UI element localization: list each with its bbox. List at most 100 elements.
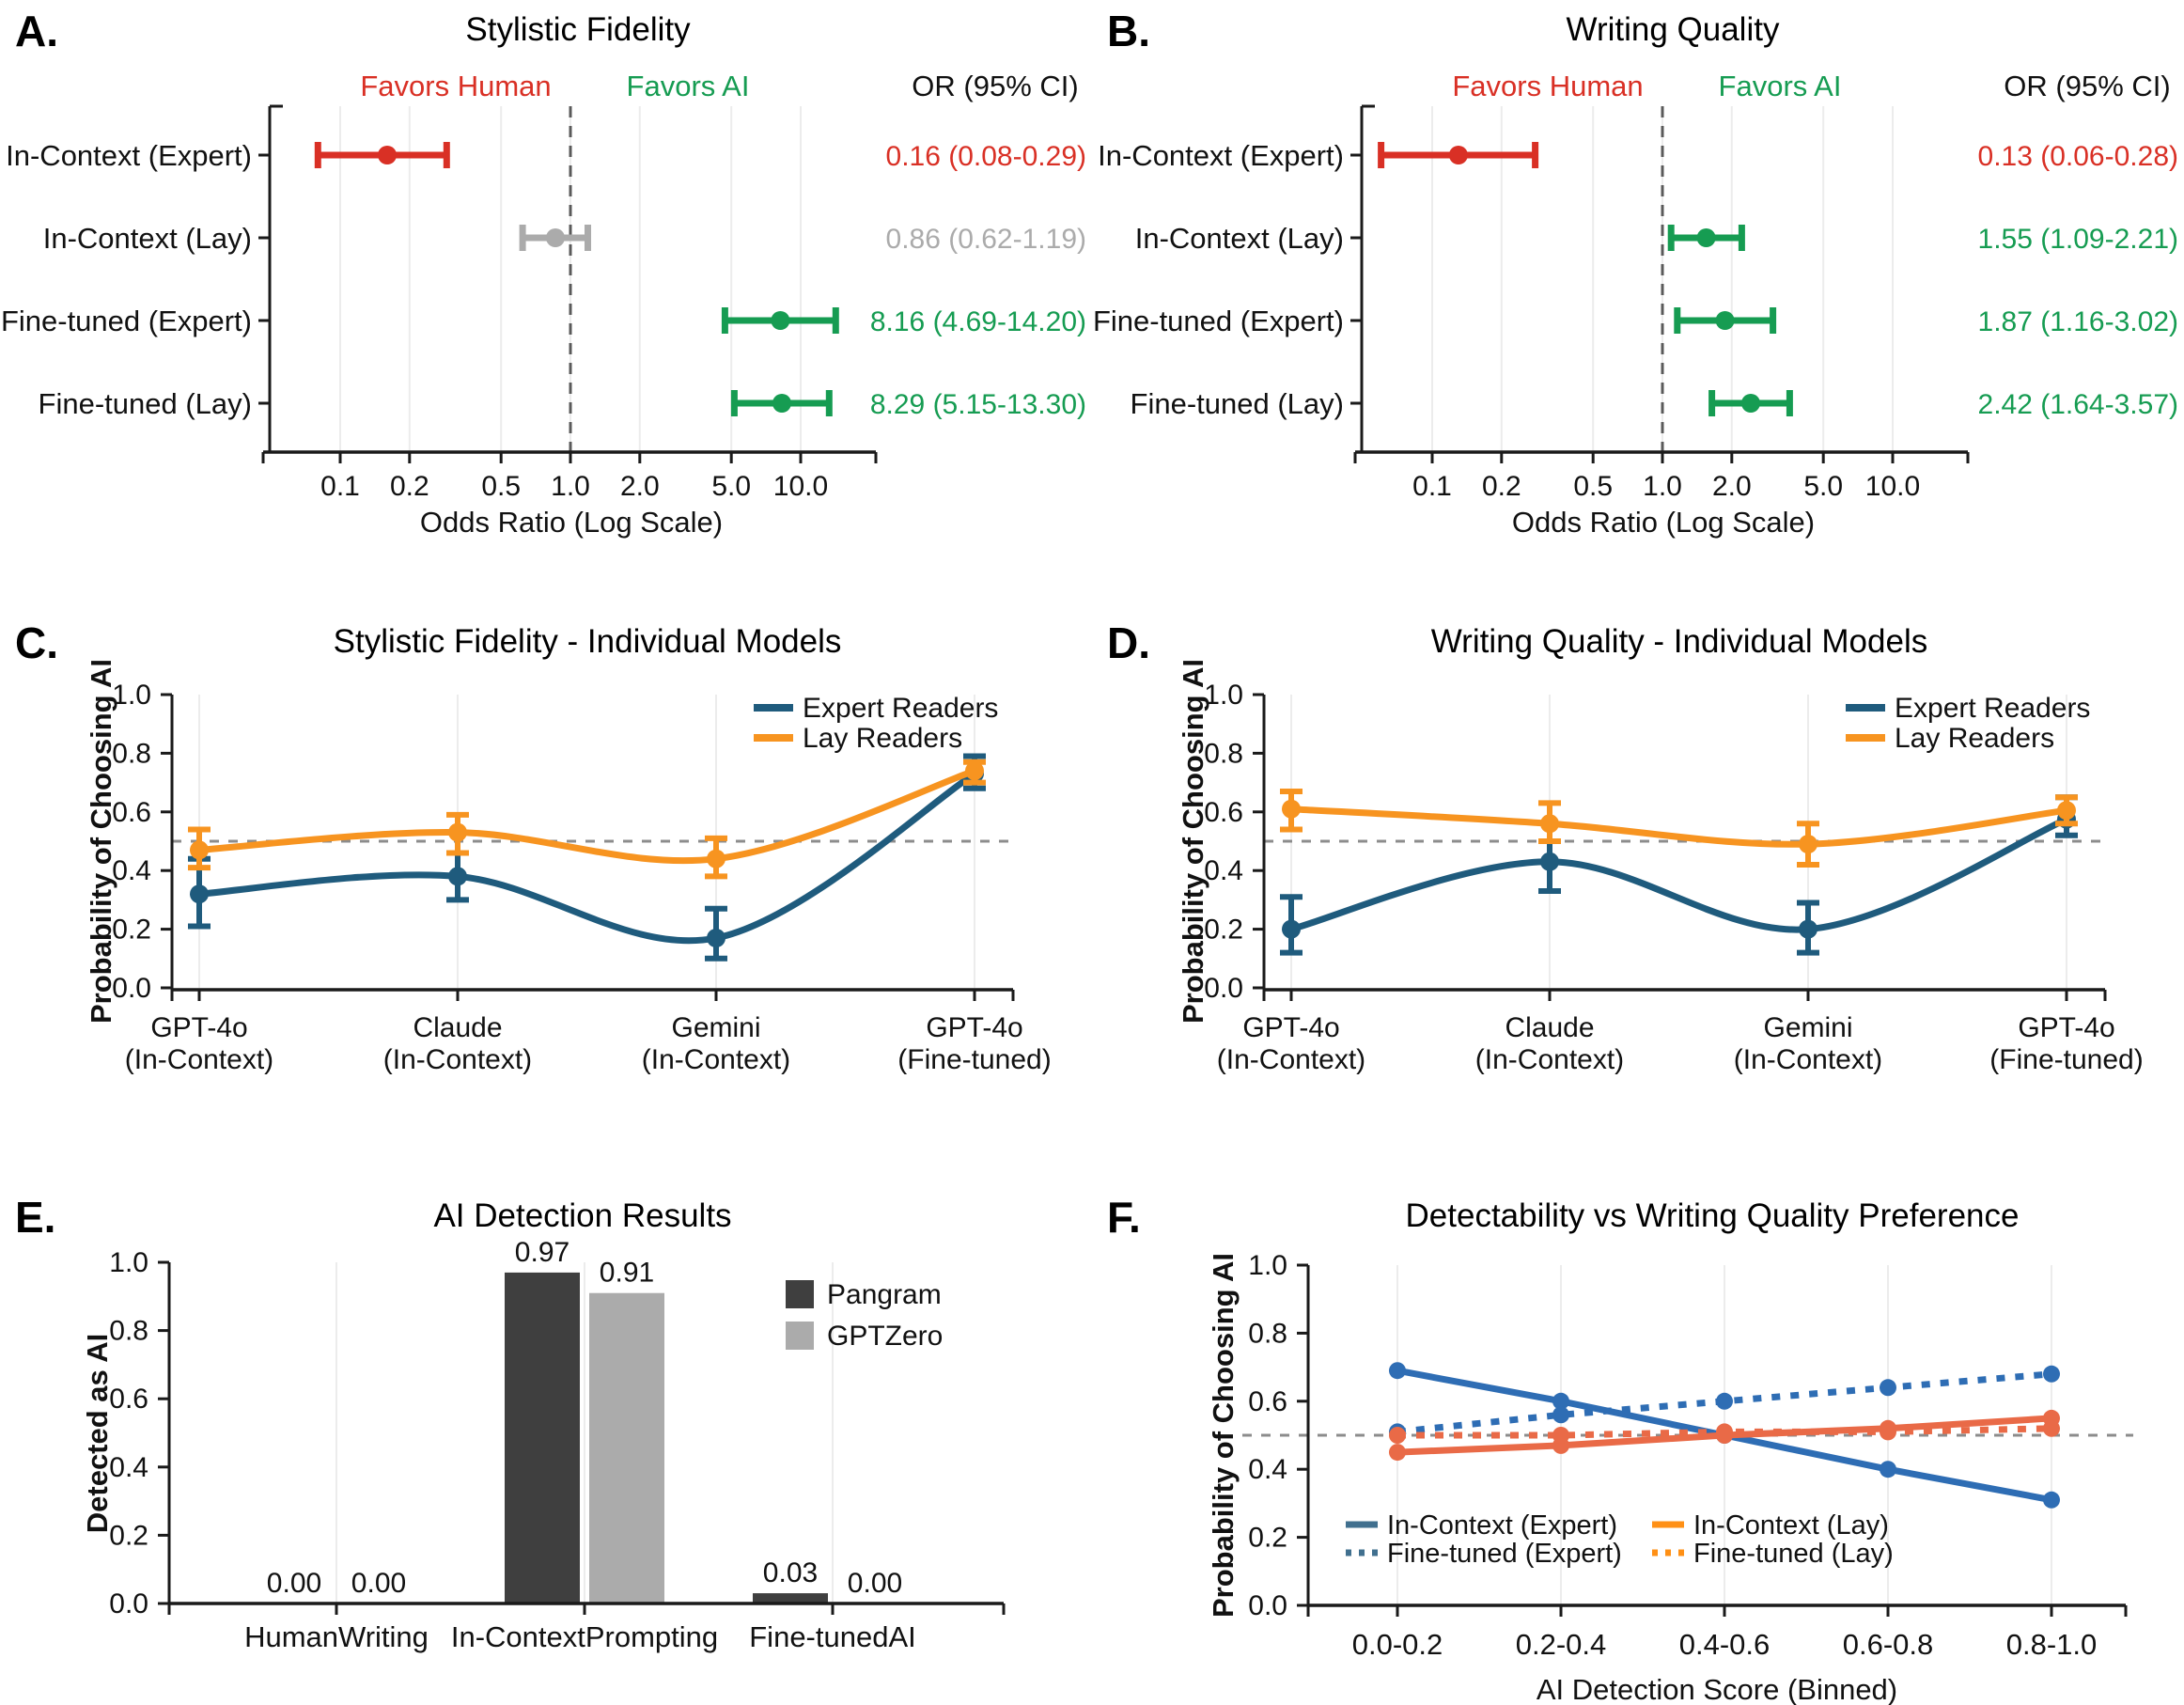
- data-point: [1540, 852, 1559, 871]
- x-tick-label: 2.0: [620, 471, 660, 502]
- legend-label: Lay Readers: [803, 723, 962, 754]
- panel-d: 0.0 0.2 0.4 0.6 0.8 1.0 GPT-4o (In-Context) Clau…: [1092, 569, 2184, 1137]
- panel-f: 0.0 0.2 0.4 0.6 0.8 1.0 0.0-0.2 0.2-0.4 0.4-0.6 0…: [1092, 1137, 2184, 1705]
- x-tick-label-line2: (Fine-tuned): [897, 1044, 1051, 1075]
- x-tick-label-line2: (Fine-tuned): [1989, 1044, 2143, 1075]
- bar-value-label: 0.00: [848, 1568, 902, 1599]
- row-label: Fine-tuned (Expert): [1093, 305, 1344, 337]
- data-point: [1282, 919, 1301, 939]
- or-point: [772, 394, 791, 413]
- or-header: OR (95% CI): [2004, 70, 2170, 102]
- series-line: [195, 770, 978, 945]
- legend-swatch: [786, 1280, 814, 1308]
- x-tick-label: 1.0: [1643, 471, 1682, 502]
- series-line: [1287, 816, 2070, 933]
- or-value-text: 0.86 (0.62-1.19): [886, 224, 1086, 255]
- y-tick-label: 0.2: [1204, 915, 1243, 946]
- y-tick-label: 0.6: [1204, 797, 1243, 828]
- bar: [505, 1272, 580, 1603]
- y-tick-label: 0.4: [1248, 1454, 1287, 1485]
- y-axis-label: Probability of Choosing AI: [1207, 1253, 1240, 1618]
- y-tick-label: 1.0: [109, 1247, 148, 1278]
- y-tick-label: 0.8: [1204, 738, 1243, 769]
- y-tick-label: 0.6: [109, 1384, 148, 1415]
- series-line: [195, 767, 978, 865]
- legend-swatch: [786, 1322, 814, 1350]
- row-label: In-Context (Lay): [1135, 222, 1344, 255]
- or-value-text: 8.29 (5.15-13.30): [870, 389, 1086, 420]
- legend-label: Expert Readers: [803, 693, 998, 724]
- data-point: [1389, 1362, 1406, 1380]
- or-point: [546, 228, 565, 247]
- y-tick-label: 0.0: [1204, 973, 1243, 1004]
- or-point: [1715, 311, 1735, 330]
- y-axis-label: Probability of Choosing AI: [1177, 659, 1209, 1024]
- panel-a-letter: A.: [15, 7, 58, 55]
- x-tick-label: 0.0-0.2: [1352, 1628, 1443, 1661]
- x-tick-label: In-ContextPrompting: [451, 1620, 718, 1653]
- panel-c: 0.0 0.2 0.4 0.6 0.8 1.0 GPT-4o (In-Context) Clau…: [0, 569, 1092, 1137]
- y-tick-label: 0.2: [109, 1520, 148, 1551]
- row-label: Fine-tuned (Lay): [1131, 387, 1344, 420]
- data-point: [707, 849, 725, 868]
- panel-e: 0.00 0.97 0.03 0.00 0.91 0.00 0.0 0.2 0.4 0.6 0.8 1…: [0, 1137, 1092, 1705]
- x-tick-label: 5.0: [1803, 471, 1843, 502]
- data-point: [448, 867, 467, 886]
- x-tick-label: 0.8-1.0: [2006, 1628, 2098, 1661]
- x-tick-label-line1: GPT-4o: [2018, 1012, 2114, 1043]
- panel-c-chart: 0.00.20.40.60.81.0GPT-4o(In-Context)Clau…: [85, 659, 1052, 1075]
- y-tick-label: 1.0: [112, 680, 151, 711]
- row-label: Fine-tuned (Expert): [1, 305, 252, 337]
- x-tick-label: 0.5: [1573, 471, 1613, 502]
- series-line: [1287, 806, 2070, 848]
- x-tick-label: 0.2: [1482, 471, 1521, 502]
- row-label: In-Context (Expert): [1098, 139, 1344, 172]
- panel-e-title: AI Detection Results: [433, 1197, 732, 1234]
- legend-label: Lay Readers: [1895, 723, 2054, 754]
- panel-a-title: Stylistic Fidelity: [465, 11, 691, 48]
- x-axis-label: Odds Ratio (Log Scale): [1512, 506, 1815, 539]
- x-tick-label-line2: (In-Context): [1217, 1044, 1365, 1075]
- y-tick-label: 0.8: [1248, 1318, 1287, 1349]
- data-point: [707, 929, 725, 947]
- panel-b-title: Writing Quality: [1566, 11, 1780, 48]
- legend-label: Fine-tuned (Expert): [1387, 1539, 1622, 1569]
- data-point: [1799, 919, 1817, 939]
- data-point: [1552, 1427, 1569, 1444]
- data-point: [965, 761, 984, 781]
- x-tick-label-line1: Claude: [413, 1012, 502, 1043]
- y-tick-label: 1.0: [1248, 1250, 1287, 1281]
- panel-c-title: Stylistic Fidelity - Individual Models: [333, 623, 842, 660]
- row-label: In-Context (Expert): [6, 139, 252, 172]
- y-tick-label: 0.4: [109, 1452, 148, 1483]
- bar-value-label: 0.00: [267, 1568, 321, 1599]
- or-value-text: 0.13 (0.06-0.28): [1978, 141, 2178, 172]
- y-tick-label: 0.0: [109, 1588, 148, 1619]
- data-point: [2057, 801, 2076, 821]
- y-tick-label: 0.6: [1248, 1386, 1287, 1417]
- x-tick-label: 10.0: [773, 471, 828, 502]
- data-point: [190, 840, 209, 860]
- data-point: [1880, 1379, 1896, 1397]
- panel-f-letter: F.: [1107, 1193, 1141, 1242]
- legend-label: In-Context (Lay): [1693, 1510, 1889, 1541]
- x-tick-label: 0.1: [320, 471, 360, 502]
- bar: [589, 1292, 664, 1603]
- x-tick-label: HumanWriting: [244, 1620, 429, 1653]
- panel-f-chart: 0.0 0.2 0.4 0.6 0.8 1.0 0.0-0.2 0.2-0.4 0.4-0.6 0…: [1207, 1250, 2133, 1705]
- or-point: [1696, 228, 1716, 247]
- legend-label: Fine-tuned (Lay): [1693, 1539, 1894, 1569]
- data-point: [190, 884, 209, 904]
- data-point: [1799, 835, 1817, 854]
- x-tick-label-line2: (In-Context): [642, 1044, 790, 1075]
- data-point: [2043, 1365, 2060, 1383]
- data-point: [1552, 1392, 1569, 1410]
- or-point: [378, 146, 397, 164]
- x-tick-label-line2: (In-Context): [383, 1044, 532, 1075]
- panel-b: Favors Human Favors AI OR (95% CI) In-Conte…: [1092, 0, 2184, 569]
- panel-c-letter: C.: [15, 618, 58, 667]
- x-tick-label-line1: Gemini: [671, 1012, 760, 1043]
- y-tick-label: 1.0: [1204, 680, 1243, 711]
- x-tick-label-line1: GPT-4o: [1242, 1012, 1339, 1043]
